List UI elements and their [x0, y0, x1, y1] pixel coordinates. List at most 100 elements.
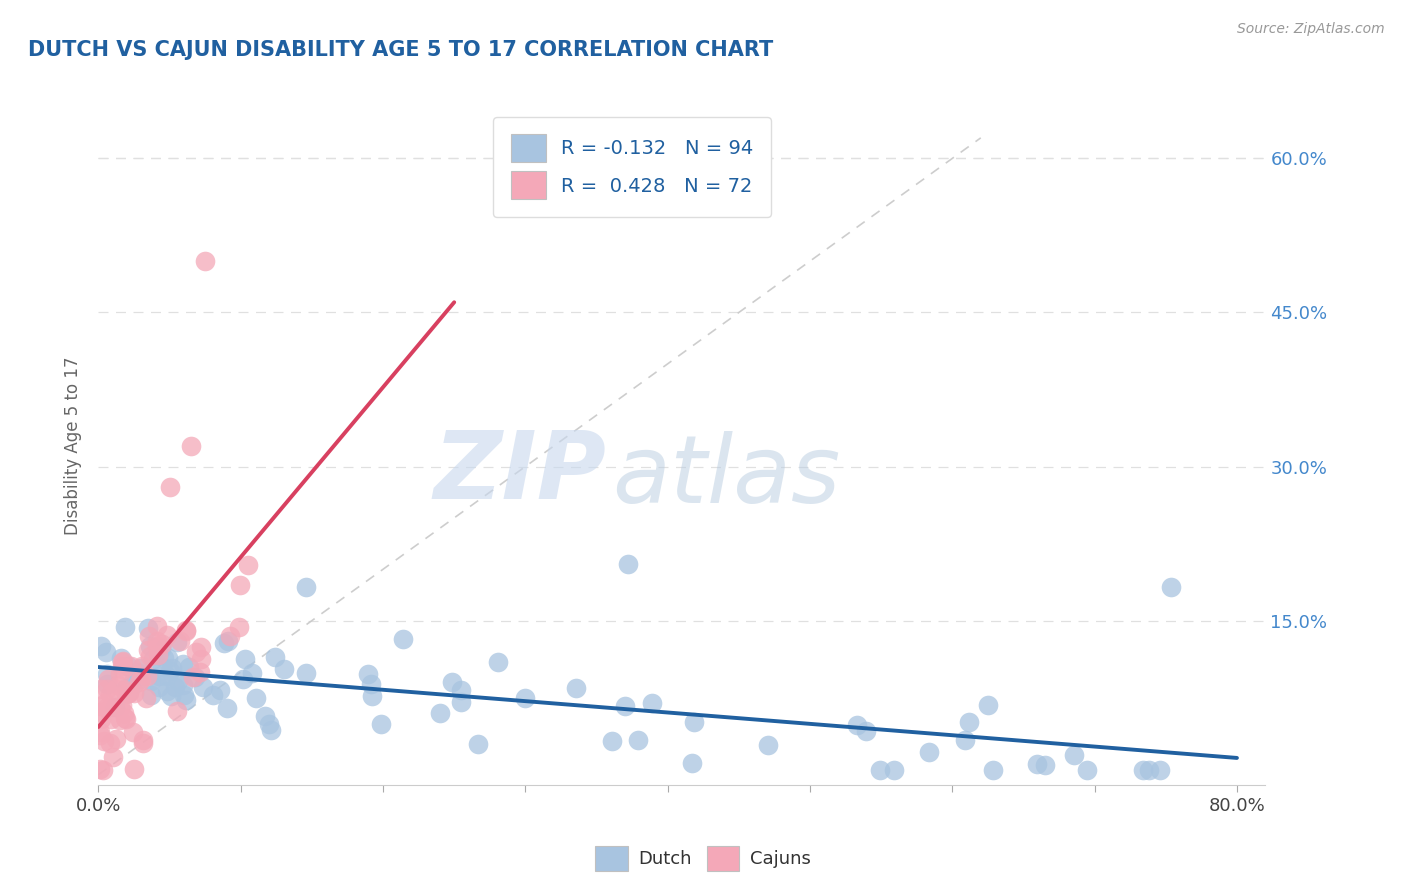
Point	[273, 662, 295, 676]
Point	[157, 651, 180, 665]
Point	[201, 688, 224, 702]
Point	[156, 684, 179, 698]
Point	[370, 716, 392, 731]
Text: DUTCH VS CAJUN DISABILITY AGE 5 TO 17 CORRELATION CHART: DUTCH VS CAJUN DISABILITY AGE 5 TO 17 CO…	[28, 40, 773, 60]
Point	[159, 664, 181, 678]
Point	[177, 660, 200, 674]
Point	[100, 712, 122, 726]
Point	[111, 659, 134, 673]
Point	[103, 750, 125, 764]
Point	[1033, 757, 1056, 772]
Point	[616, 558, 638, 572]
Point	[150, 637, 173, 651]
Point	[166, 673, 188, 688]
Point	[488, 655, 510, 669]
Point	[122, 673, 145, 687]
Point	[165, 680, 187, 694]
Point	[89, 728, 111, 742]
Point	[96, 682, 118, 697]
Point	[194, 254, 217, 268]
Point	[131, 733, 153, 747]
Point	[1160, 580, 1182, 594]
Point	[1063, 748, 1085, 763]
Point	[641, 696, 664, 710]
Point	[115, 712, 138, 726]
Point	[90, 712, 112, 726]
Point	[135, 690, 157, 705]
Point	[1132, 763, 1154, 777]
Point	[515, 690, 537, 705]
Point	[683, 715, 706, 730]
Point	[118, 685, 141, 699]
Point	[156, 628, 179, 642]
Point	[90, 681, 112, 696]
Text: Source: ZipAtlas.com: Source: ZipAtlas.com	[1237, 22, 1385, 37]
Point	[138, 629, 160, 643]
Legend: Dutch, Cajuns: Dutch, Cajuns	[588, 838, 818, 879]
Point	[104, 732, 127, 747]
Point	[93, 763, 115, 777]
Text: ZIP: ZIP	[433, 427, 606, 519]
Point	[233, 652, 256, 666]
Point	[166, 635, 188, 649]
Point	[117, 686, 139, 700]
Point	[360, 677, 382, 691]
Point	[93, 697, 115, 711]
Point	[114, 681, 136, 695]
Point	[1026, 757, 1049, 772]
Point	[110, 650, 132, 665]
Point	[1137, 763, 1160, 777]
Point	[450, 682, 472, 697]
Point	[467, 737, 489, 751]
Point	[96, 701, 118, 715]
Point	[118, 686, 141, 700]
Point	[217, 634, 239, 648]
Point	[564, 681, 586, 695]
Point	[440, 675, 463, 690]
Point	[90, 705, 112, 719]
Point	[96, 644, 118, 658]
Point	[295, 581, 318, 595]
Point	[139, 688, 162, 702]
Point	[156, 669, 179, 683]
Point	[104, 699, 127, 714]
Point	[114, 687, 136, 701]
Point	[142, 652, 165, 666]
Point	[124, 675, 146, 690]
Point	[260, 723, 283, 738]
Point	[153, 650, 176, 665]
Point	[112, 663, 135, 677]
Point	[146, 634, 169, 648]
Point	[107, 677, 129, 691]
Point	[148, 681, 170, 695]
Point	[176, 624, 198, 639]
Point	[89, 725, 111, 739]
Point	[254, 708, 277, 723]
Point	[149, 642, 172, 657]
Point	[238, 558, 260, 572]
Point	[977, 698, 1000, 712]
Point	[681, 756, 703, 770]
Point	[172, 678, 194, 692]
Point	[122, 762, 145, 776]
Point	[105, 681, 128, 696]
Point	[136, 642, 159, 657]
Point	[450, 695, 472, 709]
Point	[146, 648, 169, 662]
Point	[98, 736, 121, 750]
Point	[90, 698, 112, 713]
Legend: R = -0.132   N = 94, R =  0.428   N = 72: R = -0.132 N = 94, R = 0.428 N = 72	[494, 117, 770, 217]
Point	[114, 619, 136, 633]
Point	[855, 724, 877, 739]
Point	[145, 639, 167, 653]
Point	[981, 763, 1004, 777]
Point	[136, 669, 159, 683]
Point	[131, 660, 153, 674]
Point	[96, 677, 118, 691]
Point	[190, 652, 212, 666]
Point	[188, 665, 211, 679]
Point	[160, 689, 183, 703]
Point	[180, 439, 202, 453]
Point	[89, 762, 111, 776]
Point	[845, 718, 868, 732]
